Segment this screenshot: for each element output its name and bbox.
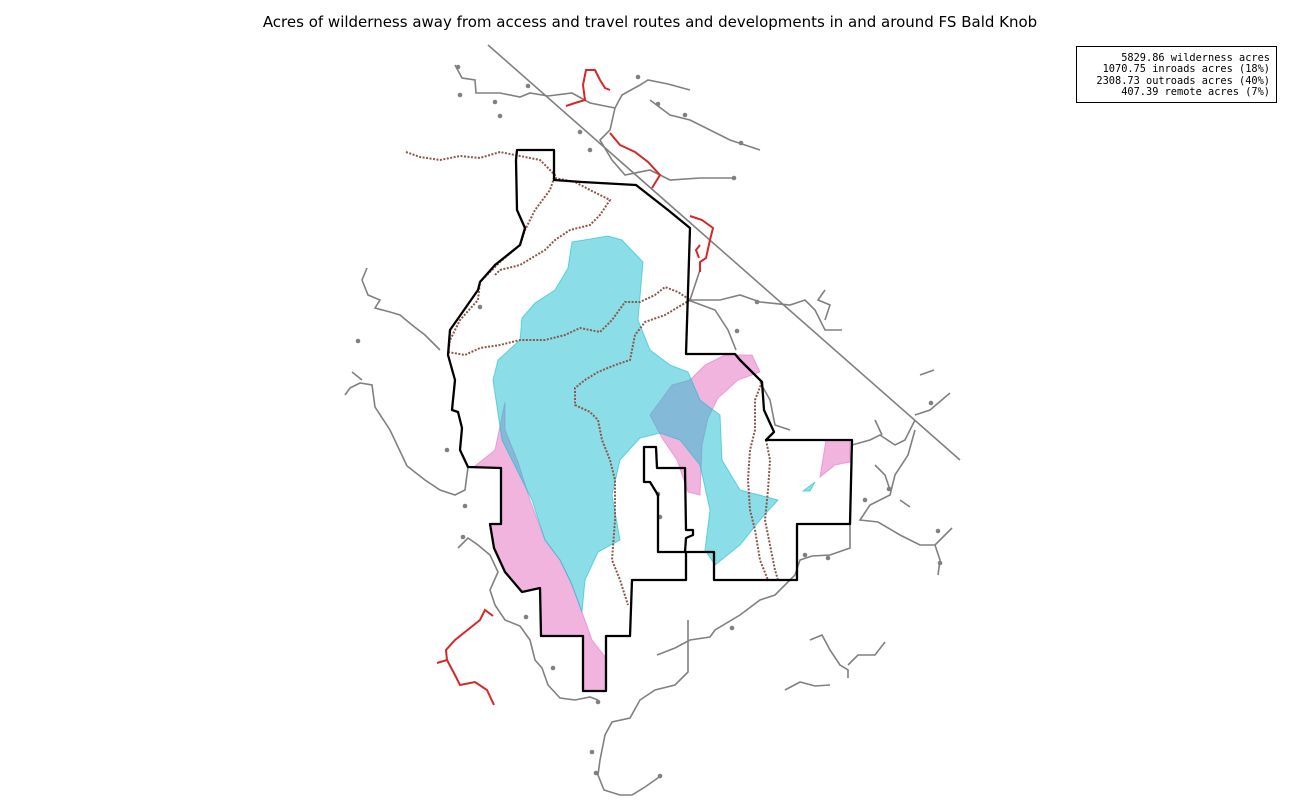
road [649,99,761,151]
development-point [935,528,941,534]
development-point [886,486,892,492]
development-point [444,447,450,453]
development-point [460,534,466,540]
inroads-acres-text: 1070.75 inroads acres (18%) [1102,63,1270,76]
wilderness-boundary [446,148,854,693]
road [614,79,691,109]
highlighted-road [609,132,662,189]
road [597,620,689,796]
road [688,269,842,331]
development-point [492,99,498,105]
road [454,64,616,109]
road [847,641,886,666]
road [816,289,831,321]
road [687,299,737,351]
development-point [577,129,583,135]
road [851,419,916,446]
road [914,392,951,416]
road [874,419,883,436]
development-point [729,625,735,631]
development-point [928,400,934,406]
road [656,524,851,656]
development-point [734,328,740,334]
highlighted-road [565,69,611,107]
wilderness-boundary-inholding [642,445,695,554]
road [344,382,469,496]
road [784,681,831,691]
road [934,527,953,546]
highlighted-road [436,608,494,664]
development-point [550,665,556,671]
development-point [937,560,943,566]
outroads-acres-text: 2308.73 outroads acres (40%) [1096,74,1270,87]
highlighted-road [446,659,495,706]
remote-area [492,235,779,613]
road [457,536,599,701]
map-title: Acres of wilderness away from access and… [262,13,1038,31]
development-point [825,555,831,561]
wilderness-acres-text: 5829.86 wilderness acres [1121,52,1270,64]
development-point [593,770,599,776]
development-point [682,112,688,118]
trail [746,381,769,581]
development-point [738,140,744,146]
development-point [462,503,468,509]
highlighted-road [689,215,715,272]
trail [763,439,779,581]
remote-acres-text: 407.39 remote acres (7%) [1121,85,1270,98]
road [919,369,935,376]
development-point [657,773,663,779]
development-point [595,699,601,705]
development-point [731,175,737,181]
development-point [455,64,461,70]
development-point [497,113,503,119]
road [858,429,941,576]
development-point [457,92,463,98]
trail [447,285,691,357]
road [361,267,441,351]
development-point [802,552,808,558]
road [874,464,891,491]
trail [574,299,691,606]
road [351,371,363,381]
acreage-summary-box: 5829.86 wilderness acres 1070.75 inroads… [1076,46,1277,103]
highlighted-road [694,244,701,259]
road-diagonal [487,44,961,461]
road [759,381,791,431]
development-point [523,614,529,620]
road [598,107,735,181]
development-point [754,299,760,305]
development-point [635,74,641,80]
development-point [862,497,868,503]
inroads-area-east [819,439,851,479]
development-point [587,147,593,153]
development-point [477,304,483,310]
remote-area-fragment [801,481,816,492]
development-point [355,338,361,344]
trail [494,177,612,276]
road [899,499,911,508]
development-point [589,749,595,755]
development-point [525,83,531,89]
development-point [655,101,661,107]
road [809,633,849,678]
